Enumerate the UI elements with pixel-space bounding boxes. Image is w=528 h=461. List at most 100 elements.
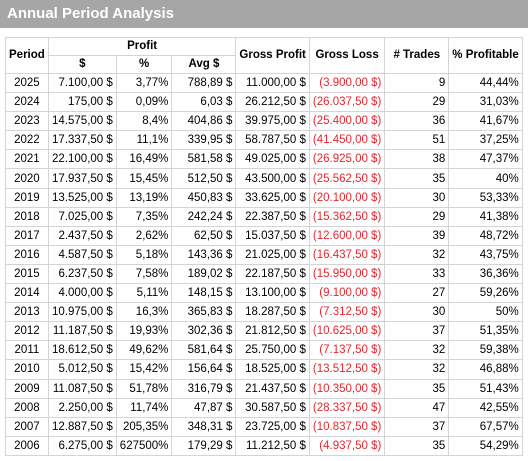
cell-gross-loss: (16.437,50 $) bbox=[308, 244, 386, 265]
cell-profit-pct: 16,3% bbox=[115, 302, 173, 323]
cell-period: 2025 bbox=[5, 72, 49, 94]
cell-gross-loss: (20.100,00 $) bbox=[308, 187, 386, 208]
cell-period: 2013 bbox=[5, 302, 49, 323]
cell-gross-profit: 39.975,00 $ bbox=[235, 111, 310, 132]
header-gross-profit: Gross Profit bbox=[235, 37, 310, 74]
cell-gross-profit: 43.500,00 $ bbox=[235, 168, 310, 189]
cell-pct-profitable: 59,38% bbox=[448, 340, 523, 361]
cell-gross-loss: (10.625,00 $) bbox=[308, 321, 386, 342]
cell-period: 2022 bbox=[5, 130, 49, 151]
cell-avg: 581,64 $ bbox=[171, 340, 237, 361]
cell-pct-profitable: 41,67% bbox=[448, 111, 523, 132]
cell-pct-profitable: 51,43% bbox=[448, 378, 523, 399]
cell-period: 2009 bbox=[5, 378, 49, 399]
cell-trades: 37 bbox=[384, 321, 450, 342]
table-row: 2017 2.437,50 $2,62% 62,50 $15.037,50 $ (12… bbox=[5, 225, 523, 246]
cell-gross-loss: (15.362,50 $) bbox=[308, 206, 386, 227]
cell-gross-loss: (10.350,00 $) bbox=[308, 378, 386, 399]
cell-profit-usd: 11.187,50 $ bbox=[47, 321, 117, 342]
cell-pct-profitable: 47,37% bbox=[448, 149, 523, 170]
table-row: 2020 17.937,50 $15,45% 512,50 $43.500,00 $… bbox=[5, 168, 523, 189]
cell-avg: 788,89 $ bbox=[171, 72, 237, 94]
cell-profit-usd: 18.612,50 $ bbox=[47, 340, 117, 361]
cell-profit-usd: 22.100,00 $ bbox=[47, 149, 117, 170]
table-row: 2016 4.587,50 $5,18% 143,36 $21.025,00 $ (1… bbox=[5, 244, 523, 265]
table-row: 2015 6.237,50 $7,58% 189,02 $22.187,50 $ (1… bbox=[5, 263, 523, 285]
table-body: 2025 7.100,00 $3,77% 788,89 $11.000,00 $ (3… bbox=[5, 72, 523, 456]
cell-profit-pct: 5,18% bbox=[115, 244, 173, 265]
cell-avg: 148,15 $ bbox=[171, 283, 237, 304]
cell-profit-pct: 5,11% bbox=[115, 283, 173, 304]
cell-pct-profitable: 36,36% bbox=[448, 263, 523, 285]
cell-profit-usd: 11.087,50 $ bbox=[47, 378, 117, 399]
cell-gross-profit: 21.437,50 $ bbox=[235, 378, 310, 399]
cell-gross-loss: (10.837,50 $) bbox=[308, 416, 386, 437]
cell-trades: 39 bbox=[384, 225, 450, 246]
cell-profit-usd: 12.887,50 $ bbox=[47, 416, 117, 437]
header-avg: Avg $ bbox=[171, 55, 237, 74]
cell-pct-profitable: 43,75% bbox=[448, 244, 523, 265]
cell-profit-pct: 2,62% bbox=[115, 225, 173, 246]
cell-avg: 450,83 $ bbox=[171, 187, 237, 208]
cell-avg: 512,50 $ bbox=[171, 168, 237, 189]
cell-trades: 37 bbox=[384, 416, 450, 437]
cell-profit-pct: 15,42% bbox=[115, 359, 173, 380]
cell-profit-pct: 8,4% bbox=[115, 111, 173, 132]
cell-profit-pct: 7,35% bbox=[115, 206, 173, 227]
table-row: 2013 10.975,00 $16,3% 365,83 $18.287,50 $(… bbox=[5, 302, 523, 323]
cell-trades: 30 bbox=[384, 187, 450, 208]
cell-trades: 35 bbox=[384, 378, 450, 399]
cell-gross-profit: 21.812,50 $ bbox=[235, 321, 310, 342]
cell-pct-profitable: 46,88% bbox=[448, 359, 523, 380]
cell-avg: 242,24 $ bbox=[171, 206, 237, 227]
cell-gross-loss: (28.337,50 $) bbox=[308, 397, 386, 418]
cell-avg: 156,64 $ bbox=[171, 359, 237, 380]
cell-gross-profit: 15.037,50 $ bbox=[235, 225, 310, 246]
cell-pct-profitable: 37,25% bbox=[448, 130, 523, 151]
cell-pct-profitable: 50% bbox=[448, 302, 523, 323]
cell-gross-profit: 58.787,50 $ bbox=[235, 130, 310, 151]
cell-gross-loss: (13.512,50 $) bbox=[308, 359, 386, 380]
cell-profit-usd: 7.100,00 $ bbox=[47, 72, 117, 94]
cell-gross-loss: (12.600,00 $) bbox=[308, 225, 386, 246]
header-period: Period bbox=[5, 37, 49, 74]
cell-period: 2012 bbox=[5, 321, 49, 342]
cell-gross-loss: (25.562,50 $) bbox=[308, 168, 386, 189]
cell-pct-profitable: 54,29% bbox=[448, 435, 523, 456]
table-row: 2025 7.100,00 $3,77% 788,89 $11.000,00 $ (3… bbox=[5, 72, 523, 94]
cell-gross-loss: (26.925,00 $) bbox=[308, 149, 386, 170]
cell-profit-usd: 13.525,00 $ bbox=[47, 187, 117, 208]
cell-pct-profitable: 51,35% bbox=[448, 321, 523, 342]
cell-pct-profitable: 67,57% bbox=[448, 416, 523, 437]
cell-trades: 32 bbox=[384, 244, 450, 265]
table-row: 2009 11.087,50 $51,78% 316,79 $21.437,50 $… bbox=[5, 378, 523, 399]
cell-period: 2006 bbox=[5, 435, 49, 456]
cell-gross-loss: (7.137,50 $) bbox=[308, 340, 386, 361]
cell-period: 2017 bbox=[5, 225, 49, 246]
table-row: 2010 5.012,50 $15,42% 156,64 $18.525,00 $(… bbox=[5, 359, 523, 380]
table-row: 2021 22.100,00 $16,49% 581,58 $49.025,00 $… bbox=[5, 149, 523, 170]
table-row: 2022 17.337,50 $11,1% 339,95 $58.787,50 $(… bbox=[5, 130, 523, 151]
cell-profit-pct: 49,62% bbox=[115, 340, 173, 361]
cell-profit-usd: 4.587,50 $ bbox=[47, 244, 117, 265]
header-gross-loss: Gross Loss bbox=[308, 37, 386, 74]
cell-trades: 35 bbox=[384, 168, 450, 189]
table-row: 2024 175,00 $0,09% 6,03 $26.212,50 $ (26.03… bbox=[5, 92, 523, 113]
cell-avg: 143,36 $ bbox=[171, 244, 237, 265]
table-row: 2012 11.187,50 $19,93% 302,36 $21.812,50 $… bbox=[5, 321, 523, 342]
cell-avg: 179,29 $ bbox=[171, 435, 237, 456]
cell-avg: 348,31 $ bbox=[171, 416, 237, 437]
cell-profit-usd: 14.575,00 $ bbox=[47, 111, 117, 132]
cell-trades: 29 bbox=[384, 206, 450, 227]
annual-analysis-table: Period Profit Gross Profit Gross Loss # … bbox=[5, 37, 523, 456]
cell-trades: 38 bbox=[384, 149, 450, 170]
cell-pct-profitable: 53,33% bbox=[448, 187, 523, 208]
cell-profit-usd: 175,00 $ bbox=[47, 92, 117, 113]
cell-avg: 581,58 $ bbox=[171, 149, 237, 170]
cell-trades: 32 bbox=[384, 359, 450, 380]
cell-period: 2018 bbox=[5, 206, 49, 227]
cell-period: 2019 bbox=[5, 187, 49, 208]
cell-profit-pct: 205,35% bbox=[115, 416, 173, 437]
cell-profit-usd: 10.975,00 $ bbox=[47, 302, 117, 323]
cell-profit-pct: 11,74% bbox=[115, 397, 173, 418]
